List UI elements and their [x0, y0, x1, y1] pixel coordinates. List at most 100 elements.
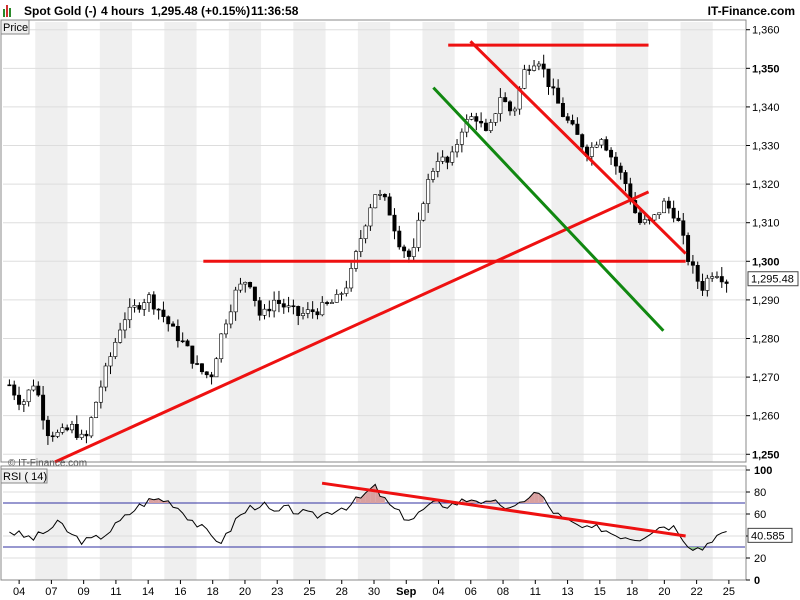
candle-body	[387, 196, 392, 216]
candle-body	[599, 139, 604, 146]
candle-body	[705, 277, 710, 291]
candle-body	[334, 294, 339, 303]
x-axis: 04 07 09 11 14 16 18 20 23 25 28 30 Sep 04 06 08 11 13 15 1…	[13, 580, 735, 598]
price-y-tick-label: 1,360	[752, 25, 780, 37]
candle-body	[560, 103, 565, 117]
candle-body	[522, 69, 527, 89]
date-stripe	[357, 22, 391, 462]
candle-body	[681, 220, 686, 236]
candle-body	[36, 385, 41, 396]
candle-body	[416, 219, 421, 248]
price-y-tick-label: 1,270	[752, 372, 780, 384]
candle-body	[430, 171, 435, 180]
instrument-title: Spot Gold (-)	[24, 4, 97, 18]
candle-body	[695, 265, 700, 282]
interval-label: 4 hours	[101, 4, 145, 18]
price-panel-frame	[0, 19, 747, 463]
rsi-panel-tab	[0, 468, 48, 484]
candle-body	[512, 108, 517, 112]
candle-body	[493, 113, 498, 123]
rsi-y-tick-label: 20	[754, 553, 766, 565]
candle-body	[214, 358, 219, 378]
date-stripe	[99, 22, 133, 462]
candle-body	[508, 101, 512, 112]
date-stripes	[35, 22, 713, 580]
rsi-trendline	[321, 481, 686, 538]
candle-body	[676, 217, 681, 222]
candle-body	[421, 203, 426, 221]
rsi-y-tick-label: 100	[754, 465, 772, 477]
candle-body	[652, 214, 657, 221]
watermark: © IT-Finance.com	[8, 458, 87, 469]
candle-body	[195, 363, 200, 365]
candle-body	[710, 276, 715, 279]
price-y-tick-label: 1,260	[752, 411, 780, 423]
date-stripe	[293, 470, 326, 580]
rsi-overbought-fill	[529, 492, 535, 503]
candle-body	[657, 212, 662, 215]
candle-body	[358, 238, 363, 252]
candle-body	[50, 435, 55, 438]
current-price-label: 1,295.48	[751, 274, 794, 286]
price-trendlines	[54, 40, 687, 464]
candle-body	[257, 300, 262, 316]
rsi-y-tick-label: 60	[754, 509, 766, 521]
rsi-panel-label: RSI ( 14)	[3, 471, 47, 483]
current-rsi-tag: 40.585	[747, 527, 793, 543]
candle-body	[541, 63, 546, 70]
candle-body	[426, 179, 431, 204]
x-tick-label: 08	[497, 586, 509, 598]
candle-body	[224, 323, 228, 335]
candle-body	[325, 302, 330, 304]
brand-label: IT-Finance.com	[708, 4, 795, 18]
x-tick-label: 23	[271, 586, 283, 598]
date-stripe	[551, 470, 584, 580]
x-tick-label: 22	[690, 586, 702, 598]
candle-body	[17, 394, 22, 405]
price-y-tick-label: 1,250	[752, 449, 780, 461]
candle-body	[310, 309, 315, 313]
candle-body	[190, 345, 195, 364]
candle-body	[551, 86, 556, 89]
candle-body	[21, 401, 26, 405]
candle-body	[243, 282, 248, 285]
date-stripe	[164, 22, 197, 462]
x-tick-label: 18	[207, 586, 219, 598]
candle-body	[700, 281, 705, 291]
candle-body	[344, 287, 349, 294]
x-tick-label: 30	[368, 586, 380, 598]
x-tick-label: 04	[13, 586, 25, 598]
date-stripe	[164, 470, 197, 580]
candle-body	[488, 122, 493, 131]
candle-body	[69, 424, 74, 431]
x-tick-label: Sep	[396, 586, 416, 598]
candle-body	[31, 385, 36, 391]
candle-body	[171, 323, 176, 327]
rsi-overbought-fill	[380, 496, 385, 503]
candle-body	[604, 139, 609, 151]
price-candles	[7, 54, 729, 445]
candle-body	[440, 156, 445, 162]
candle-body	[108, 356, 113, 367]
date-stripe	[680, 22, 713, 462]
candle-body	[180, 340, 185, 343]
candle-body	[276, 299, 281, 304]
candle-body	[228, 311, 233, 325]
candle-body	[118, 329, 123, 343]
date-stripe	[228, 470, 262, 580]
x-tick-label: 06	[465, 586, 477, 598]
candle-body	[690, 261, 695, 266]
candle-body	[329, 302, 334, 304]
candle-body	[233, 289, 238, 313]
candle-body	[65, 427, 70, 431]
chart-app-icon	[3, 5, 11, 17]
price-y-tick-label: 1,320	[752, 179, 780, 191]
candle-body	[714, 276, 719, 278]
x-tick-label: 25	[303, 586, 315, 598]
candle-body	[267, 308, 272, 312]
candle-body	[166, 316, 171, 325]
trendline	[54, 190, 650, 464]
date-stripe	[486, 22, 520, 462]
candle-body	[402, 246, 407, 252]
price-y-tick-label: 1,340	[752, 102, 780, 114]
